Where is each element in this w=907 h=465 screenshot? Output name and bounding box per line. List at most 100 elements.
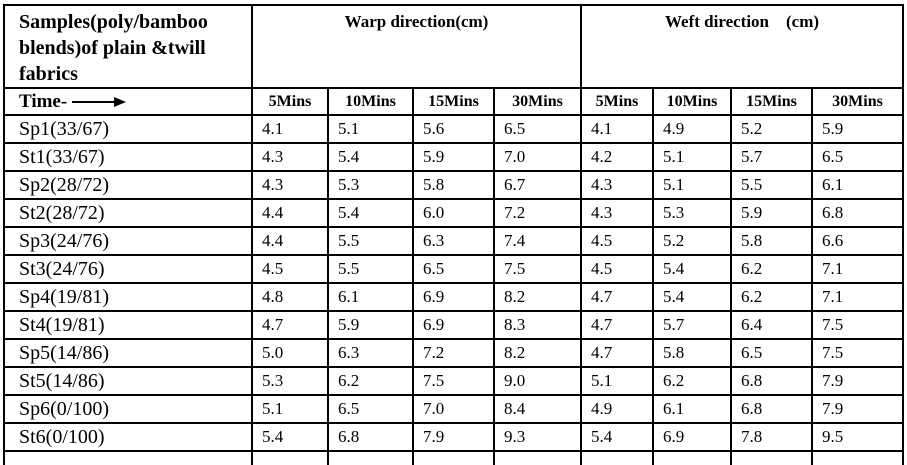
weft-value: 7.9 <box>811 394 904 424</box>
warp-value: 4.5 <box>251 254 329 284</box>
sample-label: Sp3(24/76) <box>3 226 253 256</box>
warp-value: 7.0 <box>412 394 495 424</box>
table-row: St2(28/72) 4.4 5.4 6.0 7.2 4.3 5.3 5.9 6… <box>3 198 904 228</box>
table-row: Sp4(19/81) 4.8 6.1 6.9 8.2 4.7 5.4 6.2 7… <box>3 282 904 312</box>
sample-label: Sp1(33/67) <box>3 114 253 144</box>
warp-value: 4.4 <box>251 198 329 228</box>
table-row: St6(0/100) 5.4 6.8 7.9 9.3 5.4 6.9 7.8 9… <box>3 422 904 452</box>
weft-value: 4.7 <box>580 282 654 312</box>
weft-value: 6.9 <box>652 422 732 452</box>
warp-value: 5.0 <box>251 338 329 368</box>
sample-label: St5(14/86) <box>3 366 253 396</box>
cropped-cell <box>493 450 582 465</box>
warp-value: 6.9 <box>412 282 495 312</box>
warp-value: 6.0 <box>412 198 495 228</box>
sample-label: St1(33/67) <box>3 142 253 172</box>
weft-col-5mins: 5Mins <box>580 87 654 116</box>
weft-value: 5.7 <box>730 142 813 172</box>
warp-value: 5.4 <box>251 422 329 452</box>
weft-value: 6.8 <box>730 394 813 424</box>
warp-value: 6.5 <box>327 394 414 424</box>
cropped-cell <box>251 450 329 465</box>
weft-value: 7.1 <box>811 254 904 284</box>
warp-value: 7.2 <box>412 338 495 368</box>
weft-value: 7.9 <box>811 366 904 396</box>
weft-col-10mins: 10Mins <box>652 87 732 116</box>
weft-col-15mins: 15Mins <box>730 87 813 116</box>
weft-value: 4.1 <box>580 114 654 144</box>
weft-value: 4.2 <box>580 142 654 172</box>
warp-value: 6.9 <box>412 310 495 340</box>
cropped-cell <box>3 450 253 465</box>
warp-col-15mins: 15Mins <box>412 87 495 116</box>
weft-value: 6.2 <box>730 254 813 284</box>
cropped-cell <box>811 450 904 465</box>
warp-value: 5.1 <box>327 114 414 144</box>
weft-col-30mins: 30Mins <box>811 87 904 116</box>
warp-value: 6.3 <box>327 338 414 368</box>
shrinkage-table: Samples(poly/bamboo blends)of plain &twi… <box>3 4 904 465</box>
weft-value: 5.8 <box>730 226 813 256</box>
cropped-cell <box>652 450 732 465</box>
weft-value: 4.9 <box>580 394 654 424</box>
weft-value: 7.5 <box>811 310 904 340</box>
weft-value: 5.8 <box>652 338 732 368</box>
weft-value: 5.4 <box>580 422 654 452</box>
table-row: St5(14/86) 5.3 6.2 7.5 9.0 5.1 6.2 6.8 7… <box>3 366 904 396</box>
weft-value: 4.3 <box>580 170 654 200</box>
cropped-cell <box>730 450 813 465</box>
table-body: Sp1(33/67) 4.1 5.1 5.6 6.5 4.1 4.9 5.2 5… <box>3 114 904 452</box>
weft-value: 7.1 <box>811 282 904 312</box>
table-row: St3(24/76) 4.5 5.5 6.5 7.5 4.5 5.4 6.2 7… <box>3 254 904 284</box>
weft-value: 6.6 <box>811 226 904 256</box>
weft-value: 6.5 <box>811 142 904 172</box>
weft-value: 6.5 <box>730 338 813 368</box>
weft-value: 5.2 <box>730 114 813 144</box>
weft-value: 5.4 <box>652 254 732 284</box>
weft-value: 5.9 <box>811 114 904 144</box>
table-row: Sp2(28/72) 4.3 5.3 5.8 6.7 4.3 5.1 5.5 6… <box>3 170 904 200</box>
warp-value: 6.5 <box>493 114 582 144</box>
time-label-cell: Time- <box>3 87 253 116</box>
warp-value: 7.9 <box>412 422 495 452</box>
weft-value: 5.9 <box>730 198 813 228</box>
weft-value: 4.7 <box>580 310 654 340</box>
warp-value: 9.0 <box>493 366 582 396</box>
weft-value: 9.5 <box>811 422 904 452</box>
warp-value: 5.8 <box>412 170 495 200</box>
warp-value: 4.4 <box>251 226 329 256</box>
warp-value: 6.7 <box>493 170 582 200</box>
weft-value: 6.4 <box>730 310 813 340</box>
warp-value: 6.5 <box>412 254 495 284</box>
warp-value: 5.5 <box>327 254 414 284</box>
time-row: Time- 5Mins 10Mins 15Mins 30Mins 5Mins 1… <box>3 87 904 116</box>
warp-value: 8.2 <box>493 338 582 368</box>
weft-value: 6.8 <box>811 198 904 228</box>
warp-value: 7.4 <box>493 226 582 256</box>
weft-direction-header: Weft direction (cm) <box>580 4 904 89</box>
sample-label: Sp2(28/72) <box>3 170 253 200</box>
table-row: Sp3(24/76) 4.4 5.5 6.3 7.4 4.5 5.2 5.8 6… <box>3 226 904 256</box>
sample-label: St6(0/100) <box>3 422 253 452</box>
weft-value: 6.1 <box>652 394 732 424</box>
weft-value: 5.1 <box>652 142 732 172</box>
warp-value: 7.5 <box>412 366 495 396</box>
warp-value: 5.9 <box>412 142 495 172</box>
warp-value: 5.3 <box>327 170 414 200</box>
weft-value: 4.7 <box>580 338 654 368</box>
warp-value: 6.8 <box>327 422 414 452</box>
warp-value: 7.5 <box>493 254 582 284</box>
warp-value: 4.7 <box>251 310 329 340</box>
warp-value: 5.5 <box>327 226 414 256</box>
sample-label: Sp5(14/86) <box>3 338 253 368</box>
warp-value: 8.2 <box>493 282 582 312</box>
warp-value: 6.1 <box>327 282 414 312</box>
weft-value: 5.7 <box>652 310 732 340</box>
weft-value: 6.8 <box>730 366 813 396</box>
table-row: Sp1(33/67) 4.1 5.1 5.6 6.5 4.1 4.9 5.2 5… <box>3 114 904 144</box>
warp-col-10mins: 10Mins <box>327 87 414 116</box>
table-row: St1(33/67) 4.3 5.4 5.9 7.0 4.2 5.1 5.7 6… <box>3 142 904 172</box>
cropped-cell <box>327 450 414 465</box>
table-row: St4(19/81) 4.7 5.9 6.9 8.3 4.7 5.7 6.4 7… <box>3 310 904 340</box>
sample-label: St2(28/72) <box>3 198 253 228</box>
